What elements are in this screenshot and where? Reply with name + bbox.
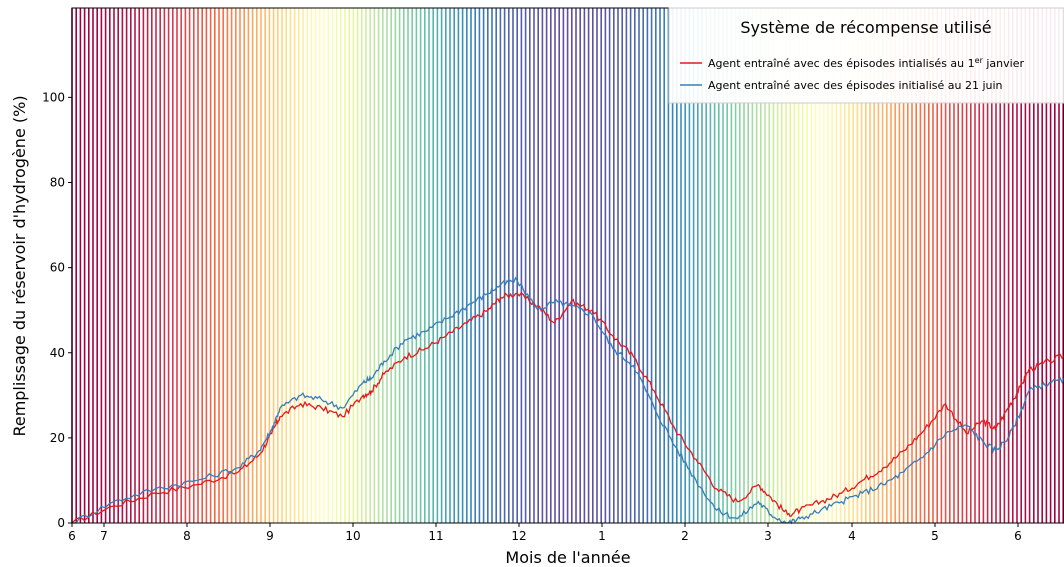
legend-title: Système de récompense utilisé	[740, 18, 991, 37]
y-tick-label: 40	[50, 346, 65, 360]
x-tick-label: 4	[848, 529, 856, 543]
y-tick-label: 60	[50, 261, 65, 275]
x-tick-label: 5	[931, 529, 939, 543]
legend-box	[668, 7, 1064, 104]
x-tick-label: 12	[511, 529, 526, 543]
x-tick-label: 2	[681, 529, 689, 543]
x-tick-label: 7	[100, 529, 108, 543]
y-tick-label: 100	[42, 90, 65, 104]
series-line-2	[72, 276, 1064, 525]
series-line-1	[71, 291, 1064, 524]
legend: Système de récompense utilisé Agent entr…	[668, 7, 1064, 104]
y-tick-label: 20	[50, 431, 65, 445]
x-tick-label: 9	[266, 529, 274, 543]
x-tick-label: 10	[345, 529, 360, 543]
x-tick-label: 3	[764, 529, 772, 543]
x-tick-label: 8	[183, 529, 191, 543]
plot-frame	[71, 7, 1064, 524]
x-tick-label: 11	[428, 529, 443, 543]
legend-label-series-2: Agent entraîné avec des épisodes initial…	[708, 79, 1003, 92]
seasonal-color-bands	[71, 8, 1064, 523]
y-axis-label: Remplissage du réservoir d'hydrogène (%)	[10, 95, 29, 436]
x-axis-label: Mois de l'année	[505, 548, 630, 567]
y-axis: 0 20 40 60 80 100	[42, 90, 72, 530]
y-tick-label: 80	[50, 176, 65, 190]
y-tick-label: 0	[57, 516, 65, 530]
x-tick-label: 6	[1014, 529, 1022, 543]
x-tick-label: 6	[68, 529, 76, 543]
series-lines	[71, 276, 1064, 525]
legend-label-series-1: Agent entraîné avec des épisodes intiali…	[708, 56, 1024, 70]
x-axis: 6 7 8 9 10 11 12 1 2 3 4 5 6	[68, 523, 1022, 543]
x-tick-label: 1	[598, 529, 606, 543]
